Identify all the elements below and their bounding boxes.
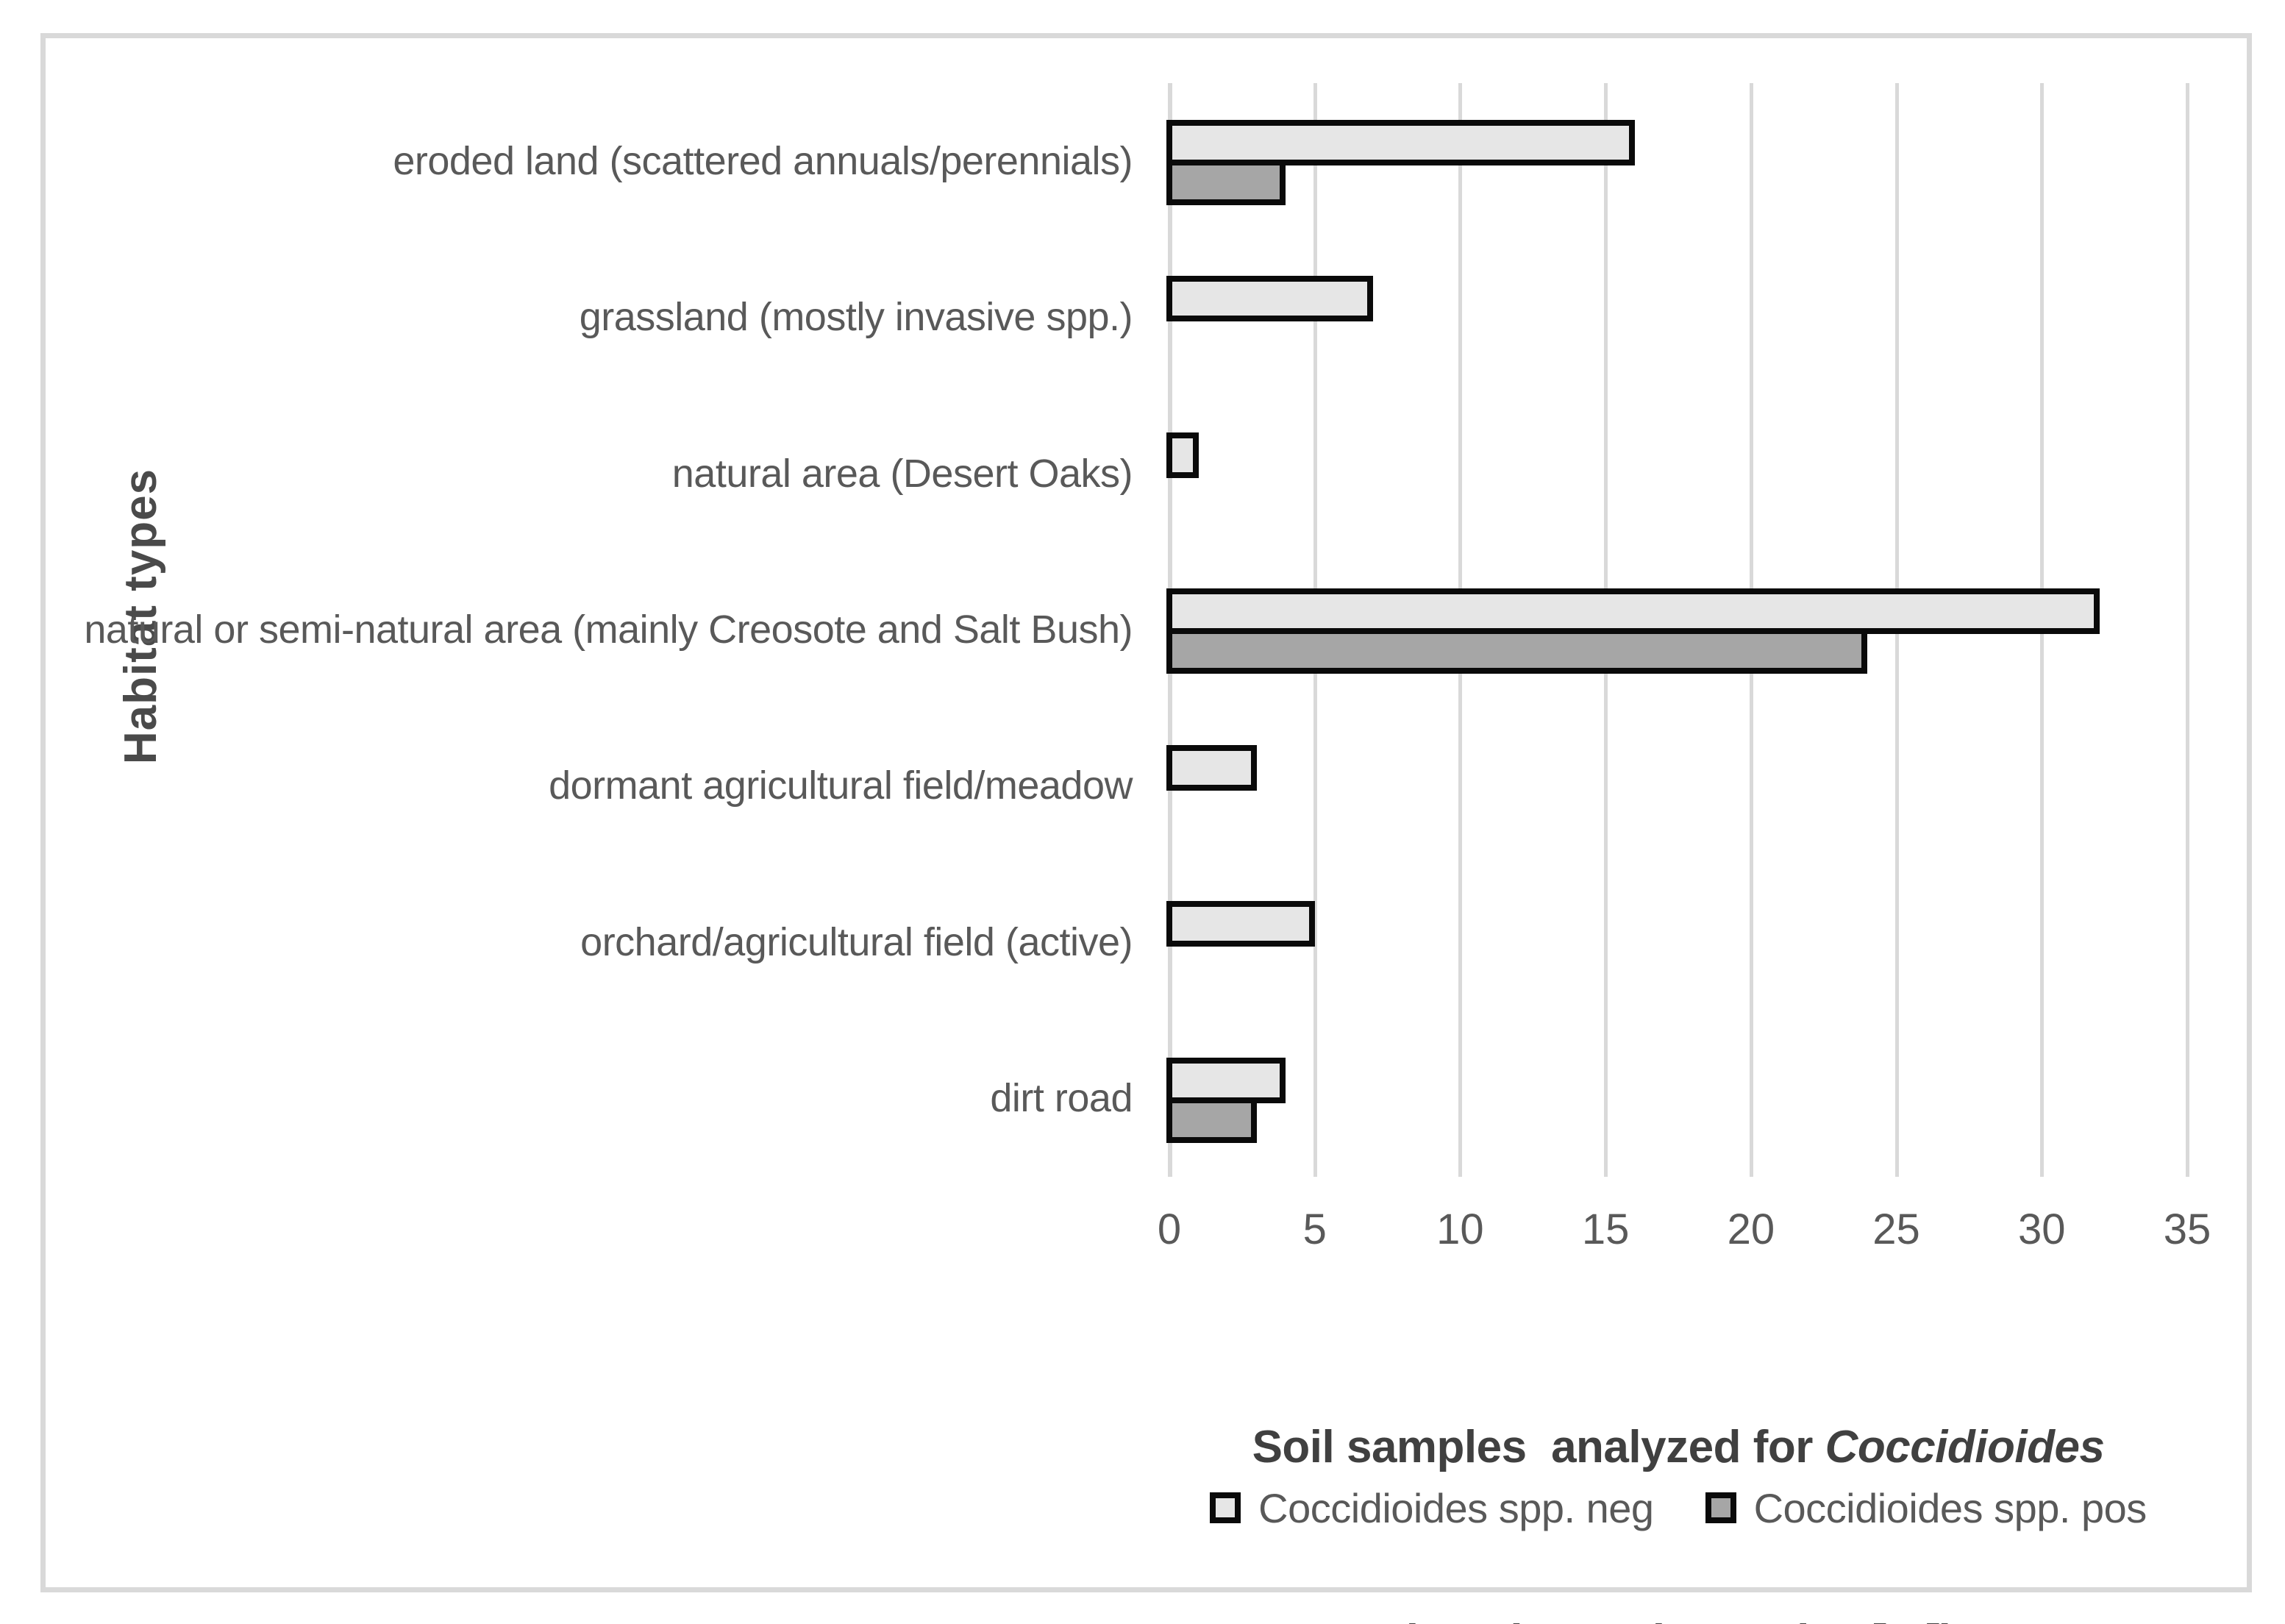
plot-area — [1166, 83, 2189, 1177]
bar-neg-1 — [1166, 276, 1373, 322]
chart-frame: Habitat types eroded land (scattered ann… — [40, 33, 2252, 1624]
x-axis-title: Soil samples analyzed for Coccidioides (… — [943, 1286, 2285, 1624]
bar-neg-2 — [1166, 432, 1199, 478]
gridline — [2186, 83, 2189, 1177]
legend-label: Coccidioides spp. pos — [1753, 1484, 2147, 1531]
legend-swatch-icon — [1705, 1492, 1736, 1523]
x-axis-tick-labels: 0 5 10 15 20 25 30 35 — [46, 1205, 2247, 1264]
x-tick-label-7: 35 — [2163, 1205, 2211, 1253]
x-tick-label-5: 25 — [1872, 1205, 1920, 1253]
bar-pos-0 — [1166, 160, 1286, 205]
category-label-0: eroded land (scattered annuals/perennial… — [393, 138, 1133, 183]
bar-neg-3 — [1166, 588, 2100, 635]
bar-neg-5 — [1166, 901, 1315, 947]
x-axis-title-line1: Soil samples analyzed for Coccidioides — [943, 1415, 2285, 1480]
legend-item-neg: Coccidioides spp. neg — [1210, 1484, 1654, 1532]
x-tick-label-4: 20 — [1727, 1205, 1775, 1253]
x-axis-title-line1-italic: Coccidioides — [1825, 1422, 2105, 1473]
bar-neg-6 — [1166, 1057, 1286, 1103]
x-axis-title-line1-regular: Soil samples analyzed for — [1252, 1422, 1825, 1473]
category-axis-labels: eroded land (scattered annuals/perennial… — [59, 83, 1133, 1177]
bar-neg-0 — [1166, 120, 1635, 165]
category-label-6: dirt road — [990, 1076, 1133, 1121]
category-label-5: orchard/agricultural field (active) — [580, 919, 1133, 964]
legend-swatch-icon — [1210, 1492, 1241, 1523]
legend: Coccidioides spp. neg Coccidioides spp. p… — [1169, 1475, 2187, 1541]
category-label-2: natural area (Desert Oaks) — [671, 451, 1133, 496]
bar-pos-6 — [1166, 1097, 1257, 1143]
category-label-4: dormant agricultural field/meadow — [549, 763, 1133, 808]
category-label-1: grassland (mostly invasive spp.) — [579, 295, 1133, 340]
bar-neg-4 — [1166, 744, 1257, 791]
bar-pos-3 — [1166, 628, 1868, 674]
x-tick-label-0: 0 — [1157, 1205, 1182, 1253]
x-tick-label-6: 30 — [2018, 1205, 2066, 1253]
x-tick-label-1: 5 — [1302, 1205, 1327, 1253]
legend-item-pos: Coccidioides spp. pos — [1705, 1484, 2147, 1532]
x-tick-label-3: 15 — [1581, 1205, 1630, 1253]
legend-label: Coccidioides spp. neg — [1258, 1484, 1654, 1531]
x-tick-label-2: 10 — [1436, 1205, 1484, 1253]
x-axis-title-line2: (postive and negative [%]) — [943, 1609, 2285, 1624]
category-label-3: natural or semi-natural area (mainly Cre… — [84, 607, 1133, 652]
